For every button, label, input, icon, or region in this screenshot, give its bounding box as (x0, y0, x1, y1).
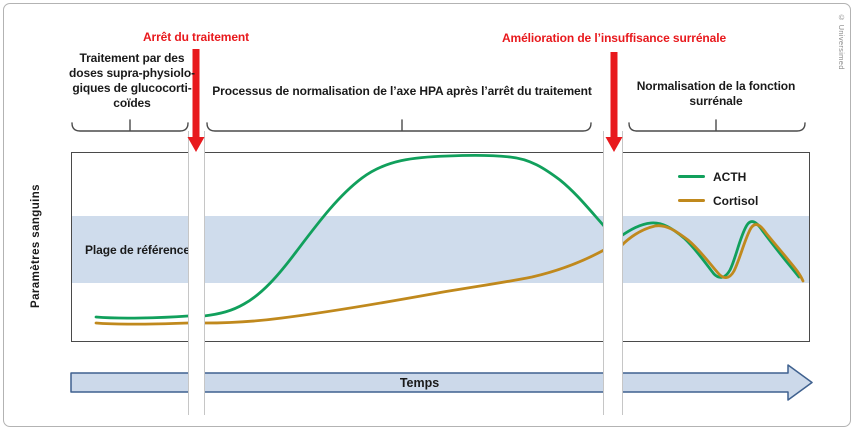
legend-label-acth: ACTH (713, 169, 747, 184)
plot-area: Plage de référence ACTH Cortisol (71, 152, 810, 342)
reference-range-band: Plage de référence (72, 216, 809, 283)
phase-label-treatment-line4: coïdes (113, 96, 151, 110)
legend: ACTH Cortisol (678, 169, 758, 208)
reference-range-label: Plage de référence (85, 242, 190, 257)
cortisol-line-swatch-icon (678, 198, 705, 203)
brace-treatment (71, 119, 189, 132)
x-axis-label: Temps (399, 375, 440, 390)
phase-label-normalization-process-line1: Processus de normalisation de l’axe HPA … (212, 84, 592, 98)
acth-line-swatch-icon (678, 174, 705, 179)
phase-label-adrenal-normalization-line2: surrénale (689, 94, 743, 108)
copyright-text: © Universimed (837, 13, 846, 70)
legend-label-cortisol: Cortisol (713, 193, 759, 208)
phase-label-treatment-line3: giques de glucocorti- (72, 81, 192, 95)
phase-label-adrenal-normalization: Normalisation de la fonction surrénale (611, 79, 821, 109)
y-axis-label: Paramètres sanguins (30, 184, 42, 308)
phase-label-treatment: Traitement par des doses supra-physiolo-… (47, 51, 217, 111)
phase-label-treatment-line1: Traitement par des (79, 51, 185, 65)
brace-normalization-process (206, 119, 592, 132)
event-label-treatment-stop: Arrêt du traitement (142, 30, 250, 44)
legend-item-cortisol: Cortisol (678, 193, 758, 208)
phase-label-treatment-line2: doses supra-physiolo- (69, 66, 195, 80)
event-label-adrenal-improvement: Amélioration de l’insuffisance surrénale (501, 31, 727, 45)
phase-label-normalization-process: Processus de normalisation de l’axe HPA … (201, 84, 603, 99)
legend-item-acth: ACTH (678, 169, 758, 184)
brace-adrenal-normalization (628, 119, 806, 132)
phase-label-adrenal-normalization-line1: Normalisation de la fonction (636, 79, 796, 93)
